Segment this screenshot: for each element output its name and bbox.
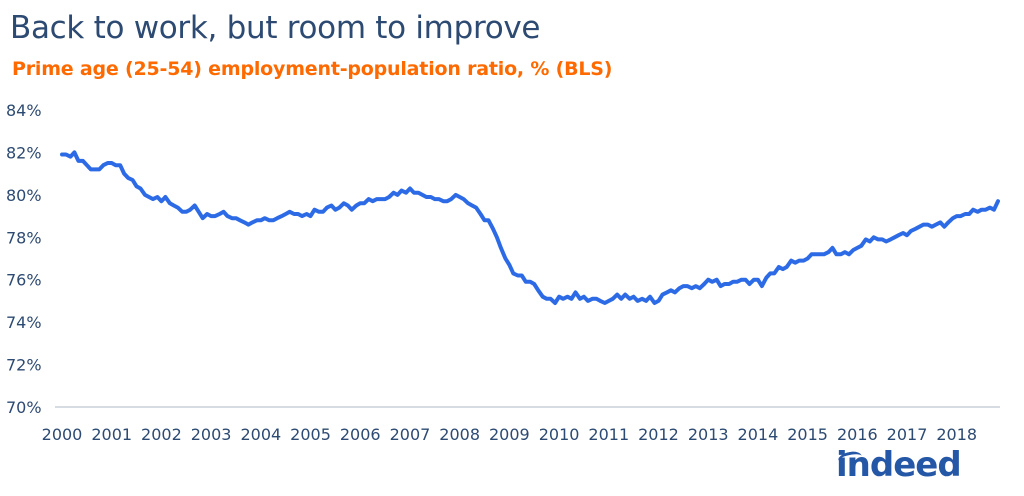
x-tick-label: 2012 [638,425,679,444]
x-tick-label: 2001 [91,425,132,444]
x-tick-label: 2009 [489,425,530,444]
x-tick-label: 2004 [240,425,281,444]
x-tick-label: 2010 [539,425,580,444]
x-tick-label: 2000 [42,425,83,444]
x-tick-label: 2011 [588,425,629,444]
x-tick-label: 2014 [738,425,779,444]
x-tick-label: 2007 [390,425,431,444]
y-tick-label: 78% [6,228,42,247]
x-tick-label: 2006 [340,425,381,444]
y-tick-label: 70% [6,398,42,417]
x-tick-label: 2008 [439,425,480,444]
y-tick-label: 82% [6,143,42,162]
x-axis-ticks: 2000 2001 2002 2003 2004 2005 2006 2007 2008 2009… [42,425,977,444]
y-tick-label: 76% [6,271,42,290]
y-tick-label: 72% [6,356,42,375]
chart-title: Back to work, but room to improve [10,10,541,46]
series-line-employment-ratio [60,150,1000,305]
x-tick-label: 2016 [837,425,878,444]
y-tick-label: 74% [6,313,42,332]
x-tick-label: 2005 [290,425,331,444]
y-axis-ticks: 70% 72% 74% 76% 78% 80% 82% 84% [6,101,42,417]
x-tick-label: 2017 [887,425,928,444]
x-tick-label: 2002 [141,425,182,444]
y-tick-label: 84% [6,101,42,120]
indeed-logo: indeed [836,445,962,485]
x-tick-label: 2015 [787,425,828,444]
x-tick-label: 2018 [936,425,977,444]
x-tick-label: 2013 [688,425,729,444]
y-tick-label: 80% [6,186,42,205]
x-tick-label: 2003 [191,425,232,444]
chart-subtitle: Prime age (25-54) employment-population … [12,58,613,80]
